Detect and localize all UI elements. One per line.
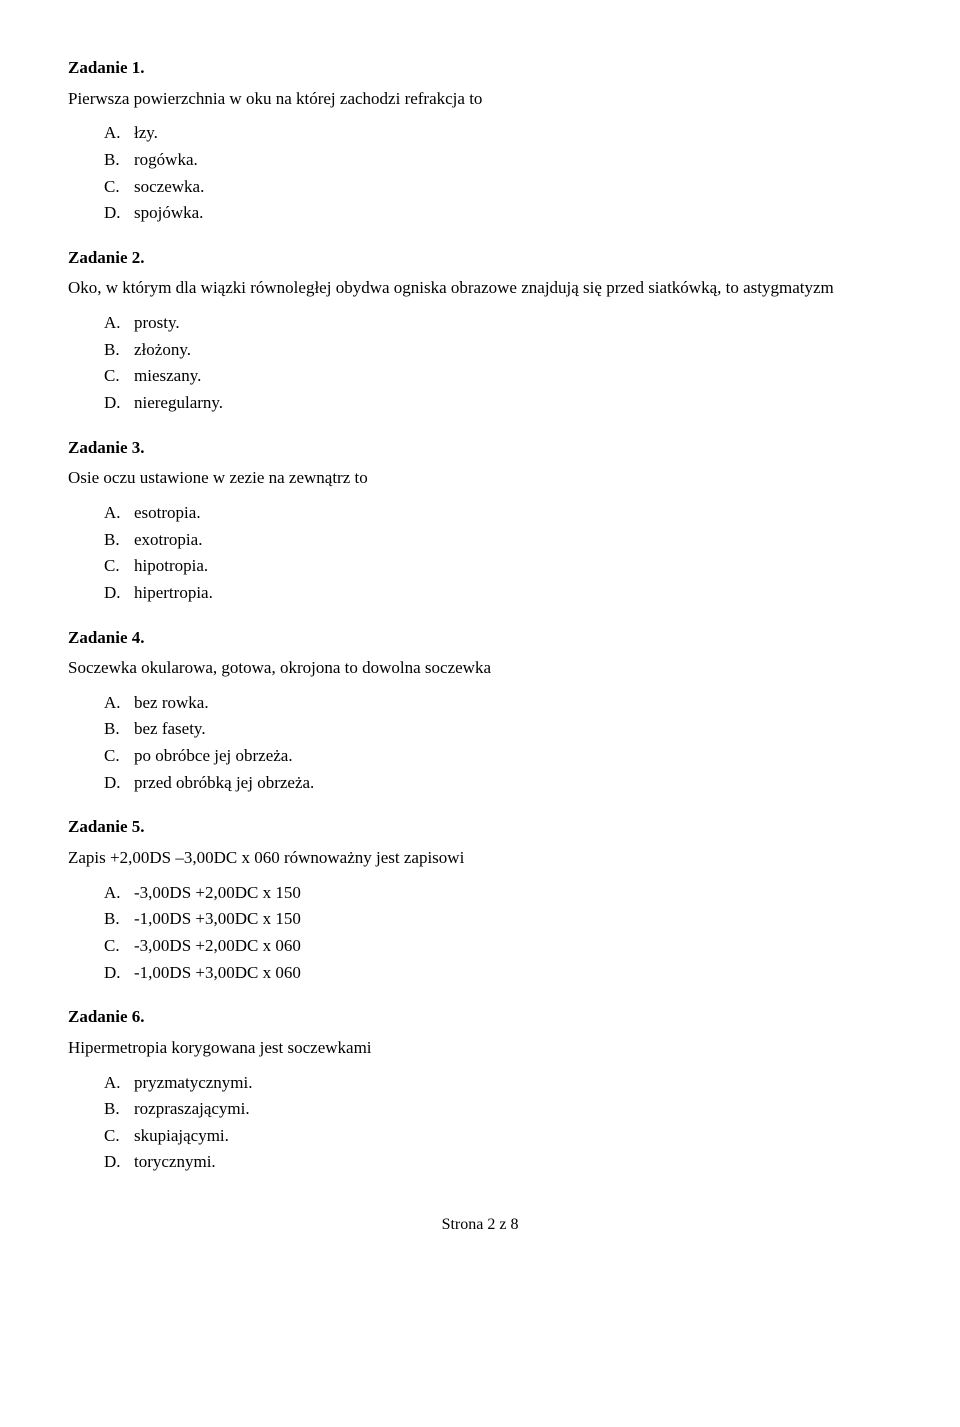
option-text: soczewka. (134, 175, 892, 200)
option-letter: B. (104, 907, 134, 932)
task-question: Pierwsza powierzchnia w oku na której za… (68, 87, 892, 112)
option-letter: D. (104, 391, 134, 416)
option-text: złożony. (134, 338, 892, 363)
option-text: łzy. (134, 121, 892, 146)
option-row: A.-3,00DS +2,00DC x 150 (104, 881, 892, 906)
option-text: hipotropia. (134, 554, 892, 579)
task-options: A.bez rowka.B.bez fasety.C.po obróbce je… (104, 691, 892, 796)
option-letter: A. (104, 311, 134, 336)
option-row: C.hipotropia. (104, 554, 892, 579)
option-row: B.exotropia. (104, 528, 892, 553)
option-text: po obróbce jej obrzeża. (134, 744, 892, 769)
option-text: exotropia. (134, 528, 892, 553)
option-text: bez fasety. (134, 717, 892, 742)
option-letter: A. (104, 1071, 134, 1096)
document-body: Zadanie 1. Pierwsza powierzchnia w oku na… (68, 56, 892, 1175)
option-letter: B. (104, 338, 134, 363)
option-row: B.-1,00DS +3,00DC x 150 (104, 907, 892, 932)
option-letter: C. (104, 744, 134, 769)
option-letter: A. (104, 501, 134, 526)
task-question: Hipermetropia korygowana jest soczewkami (68, 1036, 892, 1061)
option-row: B.bez fasety. (104, 717, 892, 742)
option-text: rozpraszającymi. (134, 1097, 892, 1122)
option-letter: B. (104, 528, 134, 553)
option-letter: C. (104, 554, 134, 579)
option-text: -3,00DS +2,00DC x 150 (134, 881, 892, 906)
task-options: A.łzy.B.rogówka.C.soczewka.D.spojówka. (104, 121, 892, 226)
task-title: Zadanie 1. (68, 56, 892, 81)
task-question: Zapis +2,00DS –3,00DC x 060 równoważny j… (68, 846, 892, 871)
option-row: A.łzy. (104, 121, 892, 146)
option-letter: C. (104, 1124, 134, 1149)
option-row: A.prosty. (104, 311, 892, 336)
option-text: przed obróbką jej obrzeża. (134, 771, 892, 796)
task-title: Zadanie 5. (68, 815, 892, 840)
option-letter: D. (104, 771, 134, 796)
option-text: nieregularny. (134, 391, 892, 416)
task-title: Zadanie 4. (68, 626, 892, 651)
option-row: A.esotropia. (104, 501, 892, 526)
option-row: D.spojówka. (104, 201, 892, 226)
option-text: hipertropia. (134, 581, 892, 606)
option-text: esotropia. (134, 501, 892, 526)
option-text: torycznymi. (134, 1150, 892, 1175)
task-question: Oko, w którym dla wiązki równoległej oby… (68, 276, 892, 301)
task-title: Zadanie 3. (68, 436, 892, 461)
option-row: C.mieszany. (104, 364, 892, 389)
option-letter: C. (104, 934, 134, 959)
option-row: A.bez rowka. (104, 691, 892, 716)
option-row: D.-1,00DS +3,00DC x 060 (104, 961, 892, 986)
option-row: A.pryzmatycznymi. (104, 1071, 892, 1096)
option-letter: B. (104, 717, 134, 742)
option-text: -3,00DS +2,00DC x 060 (134, 934, 892, 959)
option-letter: A. (104, 121, 134, 146)
option-letter: C. (104, 175, 134, 200)
option-text: mieszany. (134, 364, 892, 389)
option-row: C.-3,00DS +2,00DC x 060 (104, 934, 892, 959)
option-text: spojówka. (134, 201, 892, 226)
option-letter: B. (104, 148, 134, 173)
option-letter: B. (104, 1097, 134, 1122)
task-options: A.esotropia.B.exotropia.C.hipotropia.D.h… (104, 501, 892, 606)
task-options: A.prosty.B.złożony.C.mieszany.D.nieregul… (104, 311, 892, 416)
page-footer: Strona 2 z 8 (68, 1213, 892, 1236)
option-row: C.skupiającymi. (104, 1124, 892, 1149)
option-row: D.hipertropia. (104, 581, 892, 606)
option-row: B.rogówka. (104, 148, 892, 173)
option-row: B.złożony. (104, 338, 892, 363)
option-letter: D. (104, 1150, 134, 1175)
option-letter: D. (104, 961, 134, 986)
task-options: A.-3,00DS +2,00DC x 150B.-1,00DS +3,00DC… (104, 881, 892, 986)
option-text: prosty. (134, 311, 892, 336)
option-row: D.torycznymi. (104, 1150, 892, 1175)
option-text: pryzmatycznymi. (134, 1071, 892, 1096)
task-title: Zadanie 6. (68, 1005, 892, 1030)
option-row: D.nieregularny. (104, 391, 892, 416)
task-question: Soczewka okularowa, gotowa, okrojona to … (68, 656, 892, 681)
option-row: C.po obróbce jej obrzeża. (104, 744, 892, 769)
option-row: B.rozpraszającymi. (104, 1097, 892, 1122)
task-options: A.pryzmatycznymi.B.rozpraszającymi.C.sku… (104, 1071, 892, 1176)
option-text: skupiającymi. (134, 1124, 892, 1149)
option-letter: C. (104, 364, 134, 389)
option-row: C.soczewka. (104, 175, 892, 200)
option-text: -1,00DS +3,00DC x 060 (134, 961, 892, 986)
task-question: Osie oczu ustawione w zezie na zewnątrz … (68, 466, 892, 491)
option-text: -1,00DS +3,00DC x 150 (134, 907, 892, 932)
task-title: Zadanie 2. (68, 246, 892, 271)
option-letter: A. (104, 881, 134, 906)
option-row: D.przed obróbką jej obrzeża. (104, 771, 892, 796)
option-letter: A. (104, 691, 134, 716)
option-letter: D. (104, 581, 134, 606)
option-text: bez rowka. (134, 691, 892, 716)
option-text: rogówka. (134, 148, 892, 173)
option-letter: D. (104, 201, 134, 226)
